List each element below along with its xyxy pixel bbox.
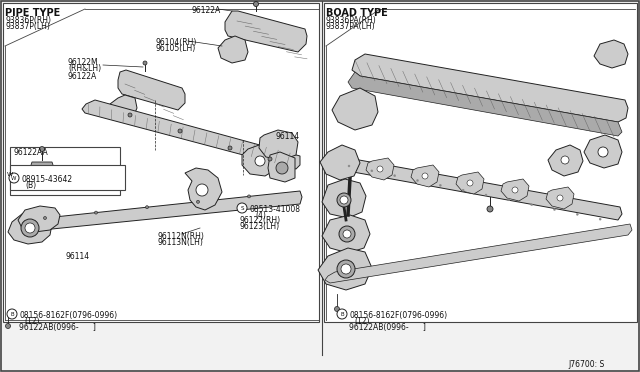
Circle shape [128,113,132,117]
Circle shape [268,157,272,161]
Text: 96123(LH): 96123(LH) [240,222,280,231]
Circle shape [557,195,563,201]
Polygon shape [548,145,583,176]
Circle shape [508,199,510,201]
Text: 93837P(LH): 93837P(LH) [5,22,50,31]
Circle shape [439,185,442,186]
Circle shape [371,170,373,172]
Polygon shape [366,158,394,180]
Polygon shape [18,206,60,232]
Circle shape [487,206,493,212]
Text: 96112N(RH): 96112N(RH) [158,232,205,241]
Polygon shape [118,70,185,110]
Circle shape [40,147,45,151]
Text: 08513-41008: 08513-41008 [249,205,300,214]
Text: (12): (12) [24,317,40,326]
Text: 96122A: 96122A [192,6,221,15]
Polygon shape [218,36,248,63]
Text: (RH&LH): (RH&LH) [68,64,101,73]
Circle shape [145,206,148,209]
Polygon shape [8,212,52,244]
Circle shape [462,189,464,191]
Text: 96122M: 96122M [68,58,99,67]
Circle shape [178,129,182,133]
Text: 93836PA(RH): 93836PA(RH) [326,16,377,25]
Circle shape [276,162,288,174]
Circle shape [143,61,147,65]
Polygon shape [242,144,278,176]
Circle shape [337,309,347,319]
Polygon shape [185,168,222,210]
Polygon shape [24,178,62,186]
Polygon shape [110,95,137,118]
Circle shape [95,211,97,214]
Circle shape [422,173,428,179]
Polygon shape [546,187,574,209]
Circle shape [6,324,10,328]
Circle shape [599,218,601,220]
Circle shape [394,175,396,177]
Text: 96122AA: 96122AA [14,148,49,157]
Circle shape [25,223,35,233]
Circle shape [196,184,208,196]
Text: W: W [7,173,13,177]
Polygon shape [594,40,628,68]
Circle shape [255,156,265,166]
Polygon shape [225,11,307,52]
Text: 96122AB(0996-      ]: 96122AB(0996- ] [349,323,426,332]
Text: S: S [240,205,244,211]
Circle shape [531,203,532,206]
Polygon shape [268,152,295,182]
Polygon shape [332,88,378,130]
Circle shape [577,213,579,215]
FancyBboxPatch shape [10,165,125,190]
Polygon shape [82,100,300,169]
Polygon shape [456,172,484,194]
Circle shape [335,307,339,311]
Text: 08915-43642: 08915-43642 [21,175,72,184]
Text: 93837PA(LH): 93837PA(LH) [326,22,376,31]
Polygon shape [348,72,622,136]
Circle shape [44,217,47,219]
Circle shape [485,194,487,196]
Text: B: B [340,311,344,317]
Text: (12): (12) [354,317,369,326]
Circle shape [248,195,250,198]
Circle shape [253,1,259,6]
Polygon shape [324,3,637,322]
Circle shape [554,208,556,211]
Polygon shape [259,130,298,160]
Text: 96122AB(0996-      ]: 96122AB(0996- ] [19,323,96,332]
Circle shape [339,226,355,242]
Polygon shape [325,224,632,283]
Circle shape [228,146,232,150]
Circle shape [7,309,17,319]
Polygon shape [36,191,302,230]
Text: 96122(RH): 96122(RH) [240,216,281,225]
Circle shape [343,230,351,238]
Text: (B): (B) [25,181,36,190]
Circle shape [340,196,348,204]
Polygon shape [584,135,622,168]
Circle shape [337,193,351,207]
Circle shape [341,264,351,274]
Polygon shape [322,215,370,253]
Text: W: W [12,176,17,180]
Text: 96104(RH): 96104(RH) [156,38,197,47]
Circle shape [512,187,518,193]
Circle shape [337,260,355,278]
Polygon shape [352,54,628,122]
Text: 96114: 96114 [276,132,300,141]
Text: B: B [10,311,14,317]
Polygon shape [501,179,529,201]
Text: BOAD TYPE: BOAD TYPE [326,8,388,18]
Circle shape [417,180,419,182]
Circle shape [598,147,608,157]
Circle shape [21,219,39,237]
Text: 93836P(RH): 93836P(RH) [5,16,51,25]
Polygon shape [411,165,439,187]
Polygon shape [30,162,54,168]
Text: 08156-8162F(0796-0996): 08156-8162F(0796-0996) [349,311,447,320]
Circle shape [561,156,569,164]
